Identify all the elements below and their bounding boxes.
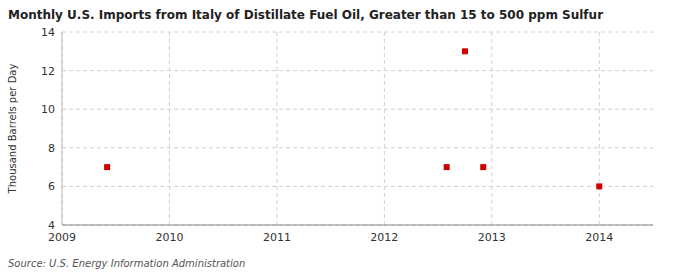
y-grid-line [62,225,653,226]
plot-area [62,32,653,225]
title: Monthly U.S. Imports from Italy of Disti… [8,8,603,22]
points [104,48,602,189]
x-tick-label: 2013 [478,231,506,244]
point [104,164,110,170]
y-grid-line [62,32,653,33]
y-tick-label: 12 [41,65,55,78]
y-grid-line [62,186,653,187]
y-tick-label: 6 [48,180,55,193]
y-axis-label: Thousand Barrels per Day [7,64,18,195]
x-tick-label: 2014 [585,231,613,244]
y-axis-line [62,32,63,225]
x-grid-line [384,32,385,225]
x-axis-line [62,225,653,226]
x-grid-line [599,32,600,225]
point [444,164,450,170]
grid [62,32,653,225]
point [596,183,602,189]
y-tick-label: 8 [48,142,55,155]
source: Source: U.S. Energy Information Administ… [8,258,245,269]
y-grid-line [62,147,653,148]
x-tick-label: 2011 [263,231,291,244]
x-grid-line [169,32,170,225]
x-tick-label: 2012 [370,231,398,244]
point [480,164,486,170]
x-tick-label: 2010 [155,231,183,244]
y-tick-label: 10 [41,103,55,116]
chart: 468101214200920102011201220132014Monthly… [0,0,675,275]
y-grid-line [62,109,653,110]
x-grid-line [276,32,277,225]
x-grid-line [62,32,63,225]
x-grid-line [491,32,492,225]
y-grid-line [62,70,653,71]
point [462,48,468,54]
x-tick-label: 2009 [48,231,76,244]
axes: 468101214200920102011201220132014 [41,26,653,244]
y-tick-label: 14 [41,26,55,39]
